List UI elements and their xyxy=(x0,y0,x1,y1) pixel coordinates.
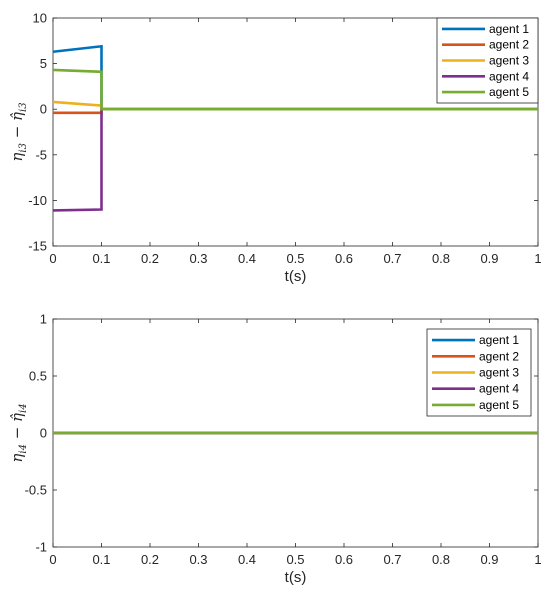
y-tick-label: -10 xyxy=(28,193,47,208)
x-tick-label: 0 xyxy=(49,552,56,567)
y-tick-label: 0.5 xyxy=(29,369,47,384)
chart-2: 0 0.1 0.2 0.3 0.4 0.5 0.6 0.7 0.8 0.9 1 -1 -0.5 0 0.5 1… xyxy=(8,312,542,587)
x-tick-label: 0.6 xyxy=(335,251,353,266)
y-tick-label: 0 xyxy=(40,426,47,441)
y-tick-label: -5 xyxy=(35,147,47,162)
y-tick-label: -15 xyxy=(28,239,47,254)
y-tick-label: 10 xyxy=(33,11,47,26)
legend-label-agent-3: agent 3 xyxy=(479,366,519,380)
x-tick-label: 0.7 xyxy=(383,552,401,567)
legend-label-agent-5: agent 5 xyxy=(489,85,529,99)
legend-label-agent-4: agent 4 xyxy=(479,382,519,396)
y-tick-label: 5 xyxy=(40,56,47,71)
x-tick-label: 0.1 xyxy=(92,251,110,266)
x-tick-label: 0.7 xyxy=(383,251,401,266)
legend-label-agent-3: agent 3 xyxy=(489,54,529,68)
x-tick-label: 0.2 xyxy=(141,251,159,266)
x-tick-label: 0.3 xyxy=(189,251,207,266)
x-axis-label: t(s) xyxy=(285,268,307,285)
x-tick-label: 0.4 xyxy=(238,251,256,266)
y-axis-label: ηi4 − η̂i4 xyxy=(8,403,29,462)
x-tick-label: 0.5 xyxy=(286,251,304,266)
legend-label-agent-2: agent 2 xyxy=(489,38,529,52)
x-tick-label: 0.1 xyxy=(92,552,110,567)
legend-label-agent-4: agent 4 xyxy=(489,69,529,83)
y-tick-label: 1 xyxy=(40,312,47,327)
x-tick-label: 1 xyxy=(534,552,541,567)
x-tick-label: 0.4 xyxy=(238,552,256,567)
x-tick-label: 0.9 xyxy=(480,251,498,266)
x-tick-label: 1 xyxy=(534,251,541,266)
legend-label-agent-2: agent 2 xyxy=(479,349,519,363)
x-tick-label: 0.3 xyxy=(189,552,207,567)
chart-1: 0 0.1 0.2 0.3 0.4 0.5 0.6 0.7 0.8 0.9 1 -15 -10 -5 0 5 1… xyxy=(8,11,542,286)
y-tick-label: -1 xyxy=(35,540,47,555)
x-tick-label: 0.9 xyxy=(480,552,498,567)
legend: agent 1 agent 2 agent 3 agent 4 agent 5 xyxy=(426,328,532,417)
x-axis-label: t(s) xyxy=(285,569,307,586)
y-tick-label: 0 xyxy=(40,102,47,117)
series-line-agent-5 xyxy=(52,68,538,111)
x-tick-label: 0.5 xyxy=(286,552,304,567)
x-tick-label: 0.8 xyxy=(432,251,450,266)
legend-label-agent-1: agent 1 xyxy=(489,22,529,36)
y-axis-label: ηi3 − η̂i3 xyxy=(8,102,29,161)
legend-label-agent-1: agent 1 xyxy=(479,333,519,347)
y-tick-label: -0.5 xyxy=(25,483,47,498)
x-tick-label: 0 xyxy=(49,251,56,266)
legend-label-agent-5: agent 5 xyxy=(479,398,519,412)
x-tick-label: 0.8 xyxy=(432,552,450,567)
x-tick-label: 0.6 xyxy=(335,552,353,567)
x-tick-label: 0.2 xyxy=(141,552,159,567)
